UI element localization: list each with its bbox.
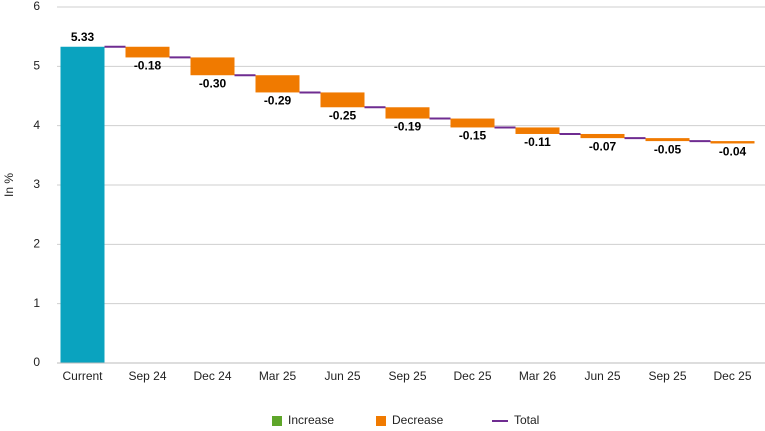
- total-bar: [60, 46, 105, 364]
- value-label: -0.19: [394, 120, 422, 134]
- decrease-bar: [255, 75, 300, 93]
- value-label: -0.29: [264, 94, 292, 108]
- x-tick-label: Dec 24: [193, 369, 231, 383]
- x-tick-label: Sep 25: [648, 369, 686, 383]
- x-tick-label: Current: [62, 369, 103, 383]
- decrease-bar: [190, 57, 235, 76]
- decrease-bar: [385, 107, 430, 119]
- legend-label: Total: [514, 413, 539, 427]
- y-tick-label: 3: [33, 177, 40, 191]
- y-tick-label: 4: [33, 118, 40, 132]
- value-label: -0.15: [459, 129, 487, 143]
- y-tick-label: 6: [33, 0, 40, 13]
- x-tick-label: Sep 24: [128, 369, 166, 383]
- y-tick-label: 0: [33, 355, 40, 369]
- y-tick-label: 1: [33, 296, 40, 310]
- value-label: -0.04: [719, 145, 747, 159]
- decrease-bar: [320, 92, 365, 108]
- value-label: -0.07: [589, 139, 617, 153]
- value-label: -0.18: [134, 59, 162, 73]
- decrease-bar: [515, 127, 560, 134]
- x-tick-label: Sep 25: [388, 369, 426, 383]
- legend-swatch: [376, 416, 386, 426]
- x-tick-label: Mar 26: [519, 369, 557, 383]
- legend-swatch: [272, 416, 282, 426]
- decrease-bar: [580, 133, 625, 139]
- decrease-bar: [450, 118, 495, 128]
- y-tick-label: 5: [33, 59, 40, 73]
- x-tick-label: Mar 25: [259, 369, 297, 383]
- value-label: -0.05: [654, 142, 682, 156]
- value-label: 5.33: [71, 30, 95, 44]
- y-tick-label: 2: [33, 237, 40, 251]
- decrease-bar: [645, 138, 690, 142]
- x-tick-label: Jun 25: [324, 369, 360, 383]
- value-label: -0.11: [524, 135, 551, 149]
- x-tick-label: Dec 25: [453, 369, 491, 383]
- decrease-bar: [710, 141, 755, 144]
- value-label: -0.30: [199, 76, 227, 90]
- legend-label: Decrease: [392, 413, 444, 427]
- value-label: -0.25: [329, 108, 357, 122]
- x-tick-label: Jun 25: [584, 369, 620, 383]
- y-axis-label: In %: [2, 173, 16, 197]
- x-tick-label: Dec 25: [713, 369, 751, 383]
- decrease-bar: [125, 46, 170, 58]
- legend-label: Increase: [288, 413, 334, 427]
